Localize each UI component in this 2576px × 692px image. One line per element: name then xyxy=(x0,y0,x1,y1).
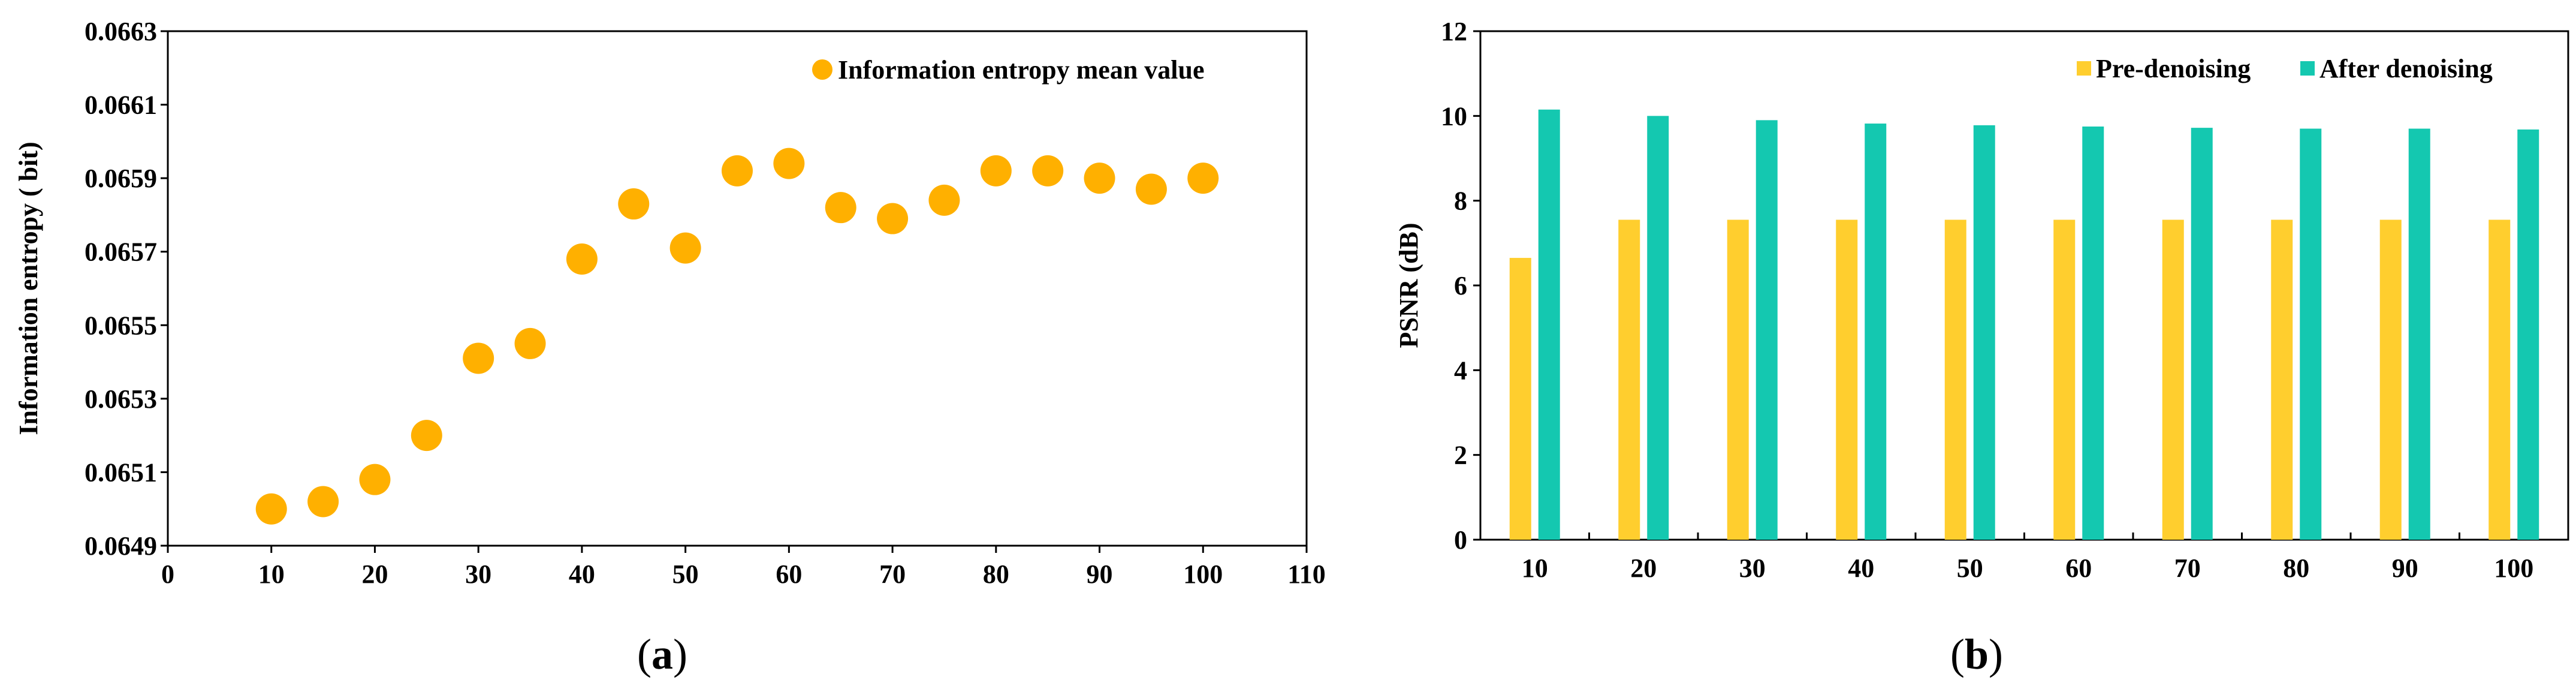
panel-a-data-point xyxy=(514,327,546,359)
panel-b-bar-pre-denoising xyxy=(2271,219,2293,540)
panel-b-bar-chart: 0 2 4 6 8 10 12 10 20 30 40 50 60 70 80 90 100 PSNR (dB… xyxy=(1394,17,2569,678)
panel-a-x-tick-label: 70 xyxy=(879,559,906,589)
panel-a-y-tick-label: 0.0651 xyxy=(85,458,157,487)
panel-a-x-tick-label: 100 xyxy=(1183,559,1223,589)
panel-b-x-tick-label: 30 xyxy=(1739,553,1766,583)
panel-a-y-tick-label: 0.0661 xyxy=(85,91,157,120)
panel-a-x-tick-label: 60 xyxy=(776,559,802,589)
panel-b-x-tick-label: 20 xyxy=(1630,553,1657,583)
panel-a-data-point xyxy=(307,486,339,518)
panel-b-bar-pre-denoising xyxy=(1618,219,1640,540)
panel-a-data-point xyxy=(1187,163,1219,194)
panel-a-y-tick-label: 0.0655 xyxy=(85,311,157,340)
panel-b-bar-after-denoising xyxy=(2300,128,2322,540)
panel-b-bar-pre-denoising xyxy=(1509,258,1531,540)
panel-a-legend-marker xyxy=(812,59,832,80)
panel-b-y-tick-label: 0 xyxy=(1454,525,1467,555)
panel-b-y-tick-label: 12 xyxy=(1441,17,1467,46)
panel-b-bar-pre-denoising xyxy=(2053,219,2076,540)
panel-a-data-point xyxy=(877,203,909,234)
panel-b-caption-letter: b xyxy=(1965,630,1989,678)
panel-b-bar-after-denoising xyxy=(1973,125,1995,540)
panel-a-data-point xyxy=(463,342,494,374)
panel-b-bar-after-denoising xyxy=(2191,128,2213,540)
panel-b-legend-swatch-pre xyxy=(2077,61,2091,76)
panel-a-data-point xyxy=(359,464,391,495)
panel-a-data-point xyxy=(566,243,598,275)
panel-b-bar-pre-denoising xyxy=(1836,219,1858,540)
panel-b-bar-after-denoising xyxy=(1755,120,1778,540)
panel-a-y-tick-label: 0.0657 xyxy=(85,237,157,267)
panel-b-x-tick-label: 100 xyxy=(2494,553,2533,583)
panel-a-data-point xyxy=(669,232,701,264)
panel-a-data-point xyxy=(618,188,650,220)
panel-b-x-tick-label: 80 xyxy=(2283,553,2309,583)
panel-b-y-axis-title: PSNR (dB) xyxy=(1394,222,1423,348)
panel-b-bar-after-denoising xyxy=(2082,127,2104,540)
panel-b-y-tick-label: 8 xyxy=(1454,186,1467,216)
panel-a-x-tick-label: 10 xyxy=(258,559,285,589)
panel-a-data-point xyxy=(980,155,1012,186)
panel-a-y-tick-label: 0.0663 xyxy=(85,17,157,46)
panel-b-x-tick-label: 90 xyxy=(2392,553,2418,583)
panel-a-x-tick-label: 0 xyxy=(161,559,174,589)
panel-a-plot-frame xyxy=(167,30,1308,547)
panel-a-data-point xyxy=(1084,163,1115,194)
panel-b-bar-after-denoising xyxy=(2408,128,2430,540)
panel-a-caption: (a) xyxy=(637,630,687,678)
panel-b-legend-label-after: After denoising xyxy=(2319,54,2493,83)
panel-a-scatter: 0.0649 0.0651 0.0653 0.0655 0.0657 0.0659 0.06… xyxy=(14,17,1326,678)
panel-a-data-point xyxy=(1135,173,1167,205)
panel-a-x-tick-label: 80 xyxy=(983,559,1009,589)
panel-a-data-point xyxy=(255,493,287,525)
panel-a-legend-label: Information entropy mean value xyxy=(838,55,1205,85)
panel-b-x-tick-label: 70 xyxy=(2174,553,2201,583)
panel-b-x-tick-label: 50 xyxy=(1957,553,1983,583)
panel-b-x-tick-label: 10 xyxy=(1522,553,1548,583)
panel-a-legend: Information entropy mean value xyxy=(812,55,1205,85)
panel-b-x-tick-label: 60 xyxy=(2065,553,2092,583)
panel-a-x-tick-label: 40 xyxy=(569,559,595,589)
panel-b-bar-pre-denoising xyxy=(2488,219,2511,540)
panel-b-legend: Pre-denoising After denoising xyxy=(2077,54,2493,83)
panel-b-y-tick-label: 2 xyxy=(1454,441,1467,470)
panel-b-bar-pre-denoising xyxy=(1727,219,1749,540)
panel-a-data-point xyxy=(928,184,960,216)
panel-b-bar-after-denoising xyxy=(1647,116,1669,540)
panel-b-bar-pre-denoising xyxy=(2162,219,2184,540)
panel-b-bar-pre-denoising xyxy=(1944,219,1966,540)
panel-b-y-tick-label: 10 xyxy=(1441,101,1467,131)
panel-b-legend-swatch-after xyxy=(2300,61,2315,76)
panel-a-data-point xyxy=(411,420,442,452)
panel-a-data-point xyxy=(773,148,805,179)
panel-b-x-tick-label: 40 xyxy=(1848,553,1874,583)
panel-a-x-tick-label: 30 xyxy=(465,559,491,589)
panel-a-data-point xyxy=(722,155,753,186)
panel-a-y-tick-label: 0.0659 xyxy=(85,164,157,193)
panel-b-y-tick-label: 6 xyxy=(1454,271,1467,300)
panel-a-data-point xyxy=(1032,155,1064,186)
panel-b-plot-frame xyxy=(1479,30,2569,541)
panel-a-y-tick-label: 0.0649 xyxy=(85,531,157,561)
panel-a-x-tick-label: 90 xyxy=(1087,559,1113,589)
panel-a-y-axis-title: Information entropy ( bit) xyxy=(14,142,43,435)
panel-b-bar-pre-denoising xyxy=(2379,219,2402,540)
panel-b-legend-label-pre: Pre-denoising xyxy=(2096,54,2251,83)
panel-a-x-tick-label: 110 xyxy=(1287,559,1326,589)
panel-b-bar-after-denoising xyxy=(2517,129,2539,540)
panel-b-bar-after-denoising xyxy=(1865,124,1887,540)
panel-b-bar-after-denoising xyxy=(1538,109,1560,540)
panel-a-x-tick-label: 50 xyxy=(672,559,699,589)
panel-b-y-tick-label: 4 xyxy=(1454,356,1467,385)
panel-b-caption: (b) xyxy=(1950,630,2003,678)
panel-a-caption-letter: a xyxy=(651,630,673,678)
panel-a-y-tick-label: 0.0653 xyxy=(85,384,157,414)
panel-a-x-tick-label: 20 xyxy=(361,559,388,589)
panel-a-data-point xyxy=(825,192,856,224)
